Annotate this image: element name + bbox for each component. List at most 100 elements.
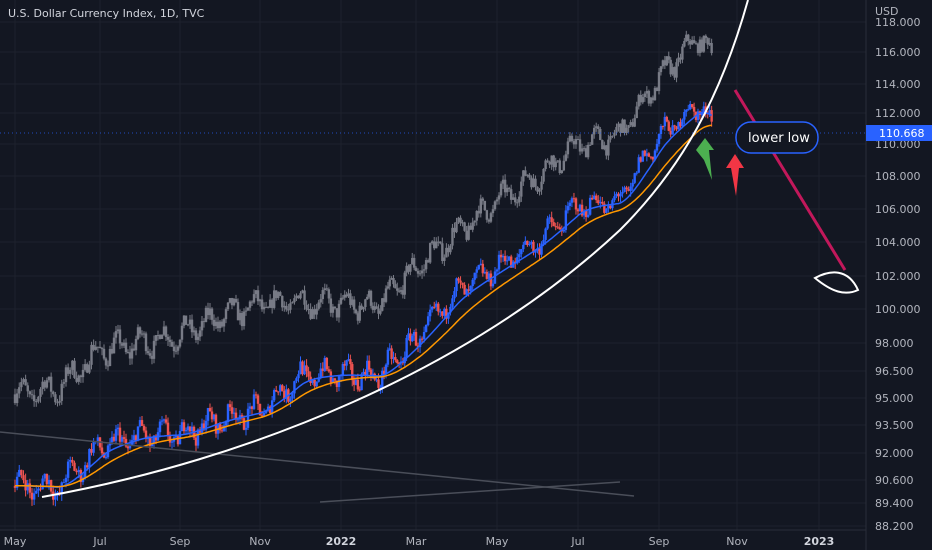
time-axis[interactable]: May Jul Sep Nov 2022 Mar May Jul Sep Nov 2023 — [4, 535, 835, 548]
candle-body — [576, 209, 580, 212]
ghost-candle-body — [491, 209, 495, 214]
x-tick-label: Nov — [726, 535, 748, 548]
ghost-candle-body — [277, 292, 280, 299]
ghost-candle-body — [499, 183, 503, 196]
candle-body — [88, 449, 91, 468]
candle-body — [283, 390, 286, 399]
ghost-candle-body — [542, 168, 545, 182]
ghost-candle-body — [20, 382, 23, 388]
ghost-candle-body — [377, 308, 380, 314]
grid — [0, 0, 866, 530]
ghost-candle-body — [198, 330, 202, 337]
candle-body — [258, 403, 262, 416]
ghost-candle-body — [295, 295, 298, 299]
ghost-candle-body — [309, 309, 312, 319]
ghost-candle-body — [493, 201, 497, 210]
ghost-candle-body — [582, 148, 586, 150]
candle-body — [366, 360, 369, 376]
candle-body — [487, 273, 491, 279]
ghost-candle-body — [250, 301, 254, 303]
candle-body — [621, 191, 624, 194]
ghost-candle-body — [343, 294, 346, 298]
ghost-candle-body — [457, 217, 460, 222]
ghost-candle-body — [168, 339, 172, 342]
candle-body — [467, 289, 470, 291]
ghost-candle-body — [637, 94, 640, 107]
ghost-candle-body — [422, 269, 426, 271]
candle-body — [548, 217, 551, 219]
x-tick-label: Sep — [649, 535, 670, 548]
candle-body — [409, 333, 412, 342]
ghost-candle-body — [617, 123, 620, 128]
candle-body — [250, 406, 254, 409]
ghost-candle-body — [411, 257, 414, 265]
ghost-candle-body — [124, 342, 128, 353]
candle-body — [623, 187, 626, 192]
candle-body — [601, 201, 604, 204]
annotation-callout[interactable] — [735, 121, 819, 154]
ghost-candle-body — [625, 127, 628, 133]
ghost-candle-body — [439, 241, 442, 244]
candle-body — [194, 437, 198, 446]
candle-body — [114, 429, 118, 441]
ghost-candle-body — [611, 135, 614, 137]
ghost-candle-body — [13, 394, 17, 404]
ghost-candle-body — [643, 93, 647, 98]
ghost-candle-body — [90, 344, 93, 365]
candle-body — [665, 116, 668, 122]
candle-body — [625, 187, 628, 190]
candle-body — [120, 437, 124, 442]
ghost-candle-body — [281, 295, 284, 308]
candle-body — [367, 360, 371, 370]
candle-body — [230, 407, 234, 414]
candle-body — [394, 357, 397, 361]
candle-body — [204, 420, 208, 430]
ghost-candle-body — [501, 179, 505, 184]
ghost-candle-body — [435, 241, 438, 249]
ghost-candle-body — [102, 348, 106, 359]
ghost-candle-body — [669, 59, 672, 75]
ghost-candle-body — [489, 213, 493, 222]
ghost-candle-body — [665, 56, 668, 66]
ghost-candle-body — [184, 315, 188, 325]
last-price-tag — [866, 125, 932, 141]
ghost-candle-body — [158, 334, 162, 339]
ghost-candle-body — [710, 43, 713, 54]
ghost-candle-body — [375, 306, 378, 309]
candle-body — [351, 364, 354, 381]
trendline-gray-2 — [319, 481, 621, 503]
ghost-candle-body — [289, 303, 292, 310]
ghost-candle-body — [234, 298, 238, 303]
currency-label: USD — [875, 5, 899, 18]
candle-body — [661, 126, 665, 128]
y-tick-label: 88.200 — [875, 520, 914, 533]
ghost-candle-body — [256, 290, 260, 302]
candle-body — [475, 269, 478, 273]
candle-body — [71, 459, 74, 463]
candle-body — [453, 291, 456, 299]
ghost-candle-body — [194, 330, 198, 340]
ghost-candle-body — [182, 315, 186, 326]
candle-body — [524, 240, 527, 245]
ghost-candle-body — [681, 46, 684, 60]
candle-body — [275, 390, 278, 392]
x-tick-label: May — [486, 535, 509, 548]
candle-body — [552, 222, 555, 227]
candle-body — [532, 241, 535, 253]
ghost-candle-body — [116, 329, 120, 332]
candle-body — [564, 210, 568, 230]
ghost-candle-body — [313, 309, 316, 315]
ghost-candle-body — [226, 302, 230, 310]
candle-body — [384, 364, 388, 374]
price-axis[interactable]: 118.000 116.000 114.000 112.000 110.000 108.0… — [875, 16, 921, 533]
ghost-candle-body — [595, 126, 598, 128]
ghost-candle-body — [694, 43, 698, 45]
ghost-candle-body — [323, 288, 326, 291]
candle-body — [659, 126, 663, 135]
ghost-candle-body — [367, 290, 371, 297]
candle-body — [190, 426, 194, 432]
candle-body — [593, 195, 596, 200]
